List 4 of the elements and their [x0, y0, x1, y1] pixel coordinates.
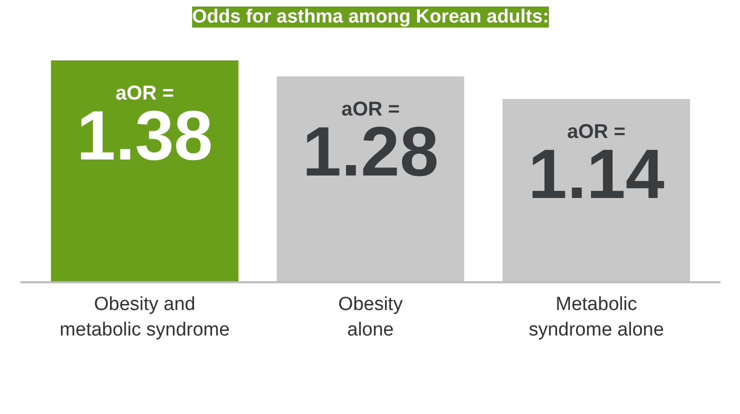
- chart-title: Odds for asthma among Korean adults:: [192, 6, 549, 28]
- x-tick-label: Obesity alone: [338, 294, 404, 340]
- x-tick-label: Obesity and metabolic syndrome: [60, 294, 230, 340]
- x-tick-label: Metabolic syndrome alone: [528, 294, 664, 340]
